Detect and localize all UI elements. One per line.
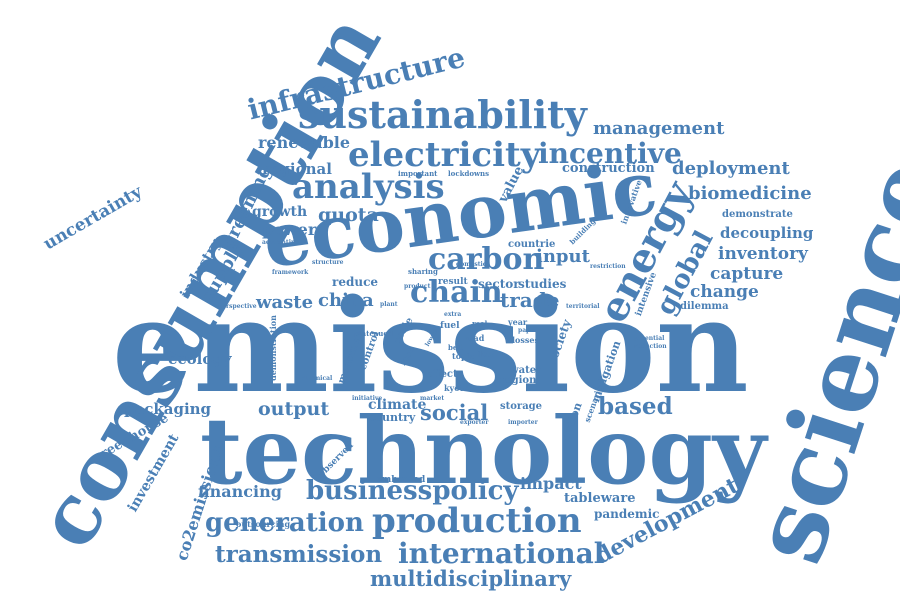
word-perspective: perspective [218, 303, 257, 310]
word-territorial: territorial [566, 303, 600, 310]
word-deployment: deployment [672, 158, 790, 179]
word-accounting: accounting [262, 239, 300, 246]
word-electricity: electricity [348, 135, 541, 175]
word-analysis: analysis [292, 167, 445, 207]
word-capture: capture [710, 264, 784, 284]
word-ecology: ecology [168, 350, 232, 368]
word-domestic: domestic [456, 261, 487, 268]
word-losses: losses [512, 335, 539, 345]
word-generation: generation [205, 508, 364, 538]
word-region: region [500, 375, 537, 386]
word-financing: financing [198, 482, 282, 501]
word-plateaued: plateaued [354, 329, 393, 338]
word-belt: belt [448, 343, 464, 352]
word-framework: framework [272, 269, 309, 276]
word-result: result [438, 277, 468, 287]
word-dilemma: dilemma [680, 301, 729, 312]
word-reduction: reduction [634, 343, 667, 350]
word-input: input [536, 246, 590, 267]
word-pandemic: pandemic [594, 507, 660, 521]
word-sustainability: sustainability [298, 92, 587, 137]
word-reduce: reduce [332, 275, 379, 289]
word-businesspolicy: businesspolicy [306, 476, 519, 506]
word-kyoto: kyoto [444, 383, 469, 393]
word-demonstration: demonstration [267, 315, 278, 381]
word-construction: construction [562, 161, 655, 176]
word-waste: waste [256, 292, 314, 313]
word-extra: extra [444, 311, 462, 318]
word-year: year [508, 317, 528, 327]
word-output: output [258, 398, 330, 420]
word-sector: sector [478, 277, 520, 291]
word-importer: importer [508, 419, 538, 426]
word-growth: growth [252, 204, 308, 220]
word-technology: technology [200, 397, 767, 505]
word-transmission: transmission [215, 541, 383, 568]
word-road: road [464, 333, 485, 343]
word-chain: chain [410, 275, 503, 310]
word-biomedicine: biomedicine [688, 183, 812, 204]
word-international: international [398, 537, 605, 570]
word-emission: emission [112, 272, 749, 422]
word-social: social [420, 400, 489, 425]
word-embodied: embodied [376, 475, 426, 485]
word-restriction: restriction [590, 263, 626, 270]
word-china: china [318, 290, 374, 311]
word-impact: impact [520, 474, 582, 493]
word-tableware: tableware [564, 491, 636, 506]
word-sharing: sharing [408, 267, 438, 276]
word-inventory: inventory [718, 244, 808, 264]
word-demonstrate: demonstrate [722, 209, 793, 220]
word-uncertainty: uncertainty [40, 181, 146, 255]
word-potential: potential [634, 335, 665, 342]
word-trade: trade [500, 288, 560, 312]
word-outsourcing: outsourcing [236, 519, 291, 529]
word-storage: storage [500, 401, 543, 412]
word-exporter: exporter [460, 419, 489, 426]
word-structure: structure [312, 259, 344, 266]
word-important: important [398, 169, 438, 178]
word-production: production [372, 501, 582, 541]
word-carbon: carbon [428, 242, 545, 277]
word-quota: quota [318, 204, 379, 226]
word-effect: effect [426, 369, 458, 380]
word-countrie: countrie [508, 239, 556, 250]
word-water: water [510, 365, 542, 376]
word-paper: paper [518, 327, 538, 334]
word-lockdowns: lockdowns [448, 169, 490, 178]
word-packaging: packaging [124, 400, 212, 418]
word-change: change [690, 282, 759, 302]
word-fuel: fuel [440, 321, 460, 331]
word-regional: regional [262, 160, 332, 178]
word-market: market [420, 395, 445, 402]
word-studies: studies [518, 277, 567, 291]
word-climate: climate [368, 397, 427, 413]
word-initiative: initiative [352, 395, 383, 402]
word-chemical: chemical [302, 375, 333, 382]
word-real: real [472, 319, 488, 328]
word-country: country [368, 411, 416, 424]
word-management: management [593, 118, 725, 139]
word-flow: flow [476, 349, 495, 359]
word-plant: plant [380, 301, 398, 308]
word-incentive: incentive [538, 137, 682, 170]
word-based: based [598, 393, 673, 420]
word-renewable: renewable [258, 133, 351, 152]
word-product: product [404, 283, 431, 290]
word-power: power [262, 220, 317, 239]
word-multidisciplinary: multidisciplinary [370, 566, 572, 591]
word-topic: topic [452, 351, 475, 361]
word-decoupling: decoupling [720, 224, 814, 242]
